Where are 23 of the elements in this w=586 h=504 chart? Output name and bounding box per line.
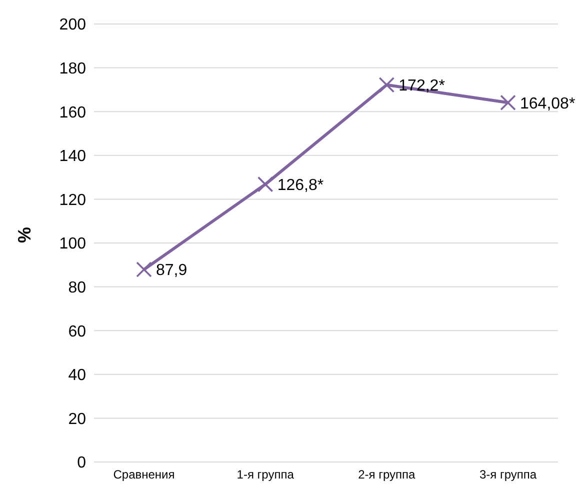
data-label: 126,8* — [277, 176, 324, 194]
y-tick-label: 40 — [68, 367, 86, 384]
point — [500, 94, 516, 111]
data-label: 164,08* — [520, 95, 576, 112]
y-tick-label: 0 — [77, 454, 86, 472]
y-tick-label: 200 — [59, 16, 86, 34]
point — [378, 76, 395, 93]
y-tick-label: 180 — [59, 60, 86, 78]
y-tick-label: 20 — [68, 410, 86, 428]
data-label: 87,9 — [156, 262, 188, 280]
x-tick-label: 2-я группа — [358, 468, 416, 482]
x-tick-label: 3-я группа — [479, 468, 537, 482]
point — [257, 176, 274, 192]
y-axis-title: % — [14, 226, 34, 243]
point — [136, 262, 152, 278]
y-tick-label: 160 — [59, 104, 86, 122]
y-tick-label: 60 — [68, 323, 86, 340]
y-tick-label: 120 — [59, 192, 86, 209]
y-tick-label: 80 — [68, 279, 86, 296]
y-tick-label: 100 — [59, 236, 86, 253]
y-tick-label: 140 — [59, 148, 86, 166]
x-tick-label: 1-я группа — [236, 468, 294, 482]
x-tick-label: Сравнения — [113, 468, 175, 482]
